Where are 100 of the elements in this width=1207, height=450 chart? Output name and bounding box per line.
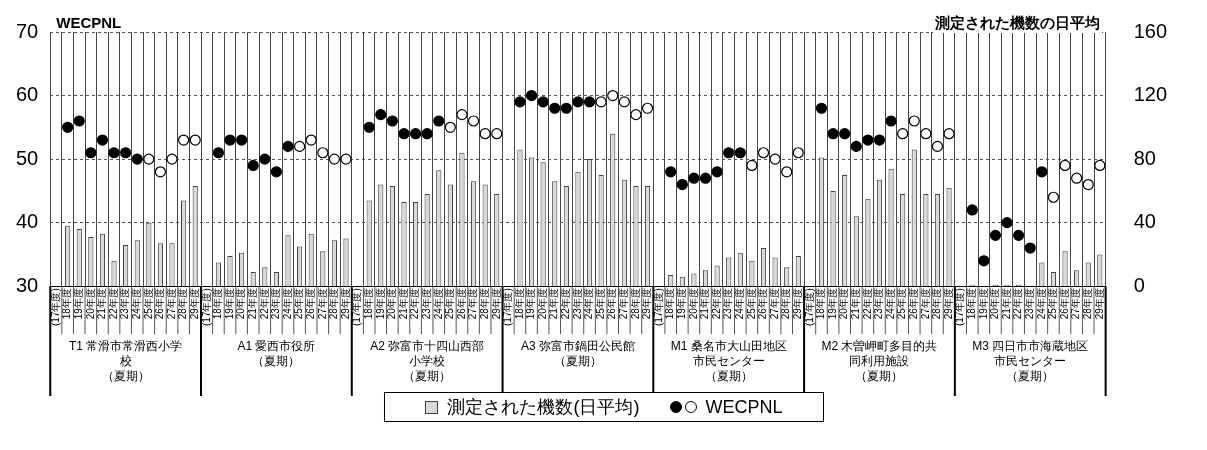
point (966, 204, 978, 216)
x-tick-label: 20年度 (536, 288, 548, 320)
x-tick-label: 20年度 (235, 288, 247, 320)
point (641, 102, 654, 114)
x-tick-label: 27年度 (618, 288, 630, 320)
x-tick-label: 25年度 (1047, 288, 1059, 320)
point (607, 89, 619, 102)
legend-label: WECPNL (705, 396, 783, 418)
y2-tick-label: 0 (1133, 273, 1145, 296)
point (421, 128, 433, 140)
x-tick-label: 27年度 (768, 288, 780, 320)
text: A2 弥富市十四山西部小学校（夏期） (370, 338, 485, 383)
x-tick-label: 21年度 (850, 288, 862, 320)
point (676, 178, 688, 191)
x-tick-label: 28年度 (629, 288, 641, 320)
x-tick-label: 20年度 (989, 288, 1001, 320)
point (665, 166, 677, 178)
point (781, 166, 793, 178)
x-tick-label: 28年度 (931, 288, 943, 320)
x-tick-label: 28年度 (780, 288, 792, 320)
x-tick-label: 27年度 (467, 288, 479, 320)
point (862, 134, 874, 146)
point (688, 172, 700, 184)
point (96, 134, 109, 146)
x-tick-label: 21年度 (699, 288, 711, 320)
x-tick-label: 24年度 (432, 288, 444, 320)
point (224, 134, 236, 146)
x-tick-label: 22年度 (560, 288, 572, 320)
y-tick-label: 30 (16, 273, 39, 296)
point (85, 147, 97, 159)
x-tick-label: 22年度 (258, 288, 270, 320)
point (108, 147, 120, 159)
x-tick-label: 18年度 (664, 288, 676, 320)
x-tick-label: 26年度 (757, 288, 769, 320)
point (595, 96, 607, 108)
x-tick-label: 19年度 (223, 288, 235, 320)
x-tick-label: 20年度 (838, 288, 850, 320)
x-tick-label: 22年度 (861, 288, 873, 320)
x-tick-label: 21年度 (1000, 288, 1012, 320)
point (294, 140, 306, 152)
y-axis-title: WECPNL (54, 14, 124, 31)
x-tick-label: 18年度 (362, 288, 374, 320)
point (711, 166, 723, 178)
point (873, 134, 886, 146)
x-tick-label: (17年度) (200, 288, 212, 327)
x-tick-label: 21年度 (246, 288, 258, 320)
x-tick-label: 29年度 (641, 288, 653, 320)
point (491, 128, 503, 140)
x-tick-label: 28年度 (328, 288, 340, 320)
x-tick-label: 23年度 (722, 288, 734, 320)
point (444, 121, 456, 133)
point (386, 115, 398, 127)
point (815, 102, 828, 114)
x-tick-label: 20年度 (84, 288, 96, 320)
x-tick-label: 26年度 (154, 288, 166, 320)
text: A1 愛西市役所（夏期） (237, 338, 316, 368)
x-tick-label: 27年度 (919, 288, 931, 320)
x-tick-label: (17年度) (954, 288, 966, 327)
point (897, 128, 909, 140)
x-tick-label: 25年度 (142, 288, 154, 320)
y-tick-label: 40 (16, 210, 39, 233)
point (618, 96, 630, 108)
point (247, 159, 259, 172)
point (236, 134, 248, 146)
text: M2 木曽岬町多目的共同利用施設（夏期） (821, 338, 938, 383)
x-tick-label: (17年度) (351, 288, 363, 327)
point (572, 96, 584, 108)
x-tick-label: 26年度 (455, 288, 467, 320)
point (1094, 159, 1106, 172)
point (212, 147, 225, 159)
point (920, 128, 932, 140)
x-tick-label: 27年度 (1070, 288, 1082, 320)
point (409, 128, 422, 140)
x-tick-label: 20年度 (386, 288, 398, 320)
x-tick-label: 23年度 (571, 288, 583, 320)
y2-tick-label: 120 (1133, 83, 1168, 106)
point (73, 115, 85, 127)
y2-tick-label: 160 (1133, 19, 1168, 42)
point (166, 153, 178, 165)
point (143, 153, 155, 165)
point (270, 166, 282, 178)
y2-tick-label: 40 (1133, 210, 1156, 233)
x-tick-label: 24年度 (734, 288, 746, 320)
point (363, 121, 375, 133)
x-tick-label: 29年度 (339, 288, 351, 320)
point (305, 134, 317, 146)
point (456, 109, 468, 121)
point (328, 153, 340, 165)
x-tick-label: 22年度 (409, 288, 421, 320)
point (746, 159, 758, 172)
x-tick-label: 26年度 (1058, 288, 1070, 320)
x-tick-label: 19年度 (676, 288, 688, 320)
x-tick-label: 25年度 (594, 288, 606, 320)
point (154, 166, 167, 178)
x-tick-label: (17年度) (652, 288, 664, 327)
x-tick-label: 21年度 (548, 288, 560, 320)
x-tick-label: 19年度 (374, 288, 386, 320)
point (1059, 159, 1071, 172)
point (375, 109, 387, 121)
x-tick-label: 29年度 (1093, 288, 1105, 320)
